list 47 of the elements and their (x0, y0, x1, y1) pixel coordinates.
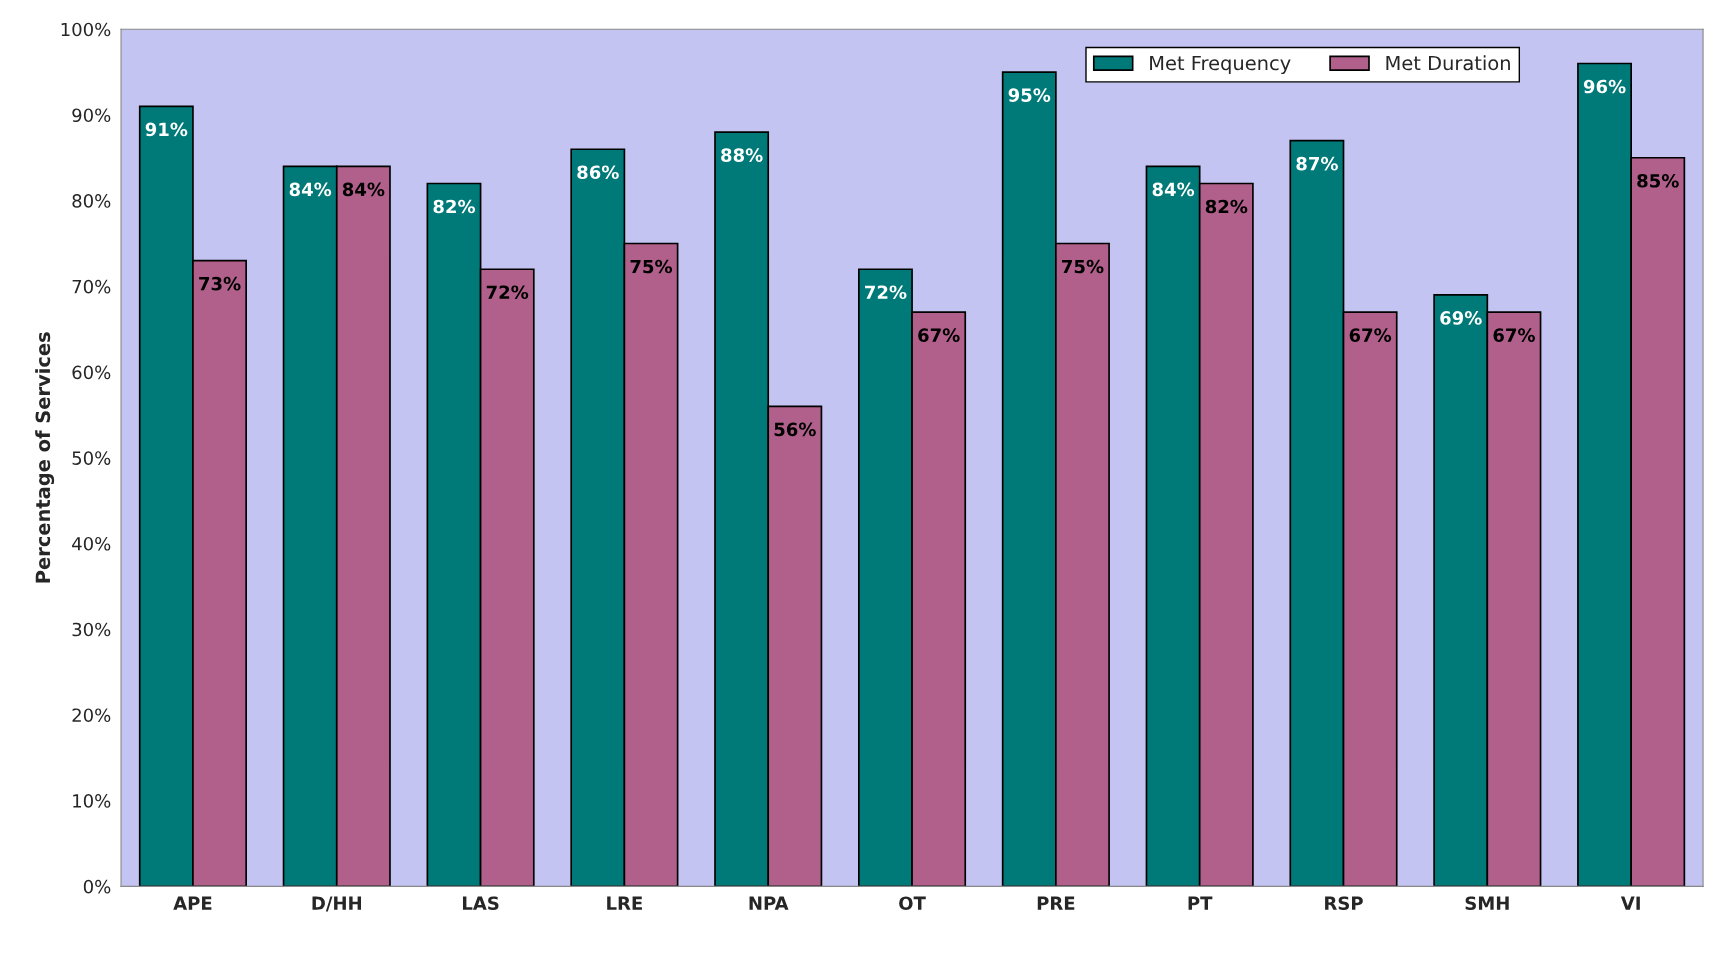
x-tick-label: VI (1620, 896, 1640, 910)
y-tick-label: 0% (83, 879, 111, 894)
y-tick-label: 100% (61, 22, 111, 37)
data-label: 84% (342, 182, 385, 197)
data-label: 72% (486, 285, 529, 300)
y-tick-label: 40% (72, 536, 111, 551)
y-tick-label: 80% (72, 194, 111, 208)
data-label: 82% (433, 199, 476, 214)
y-tick-label: 90% (72, 108, 111, 123)
data-label: 85% (1637, 173, 1679, 188)
y-tick-label: 10% (73, 794, 111, 808)
data-label: 75% (1062, 259, 1104, 274)
data-label: 96% (1583, 79, 1626, 94)
y-tick-label: 70% (72, 279, 111, 294)
data-label: 72% (865, 285, 907, 300)
data-label: 87% (1296, 156, 1338, 171)
x-tick-label: SMH (1465, 896, 1509, 911)
legend-label: Met Frequency (1150, 55, 1291, 75)
data-label: 75% (630, 259, 673, 274)
x-tick-label: NPA (749, 896, 789, 910)
data-label: 67% (1493, 328, 1535, 342)
data-label: 67% (918, 328, 960, 342)
data-label: 88% (721, 148, 763, 162)
y-tick-label: 50% (72, 451, 111, 465)
x-tick-label: LRE (607, 896, 642, 910)
y-tick-label: 30% (72, 622, 111, 637)
data-label: 86% (577, 165, 619, 180)
data-label: 84% (289, 182, 332, 197)
data-label: 67% (1349, 328, 1392, 342)
data-label: 82% (1205, 199, 1248, 214)
x-tick-label: LAS (463, 896, 499, 911)
x-tick-label: OT (899, 896, 926, 911)
data-label: 56% (774, 422, 816, 437)
y-axis-title: Percentage of Services (35, 332, 55, 583)
x-tick-label: D/HH (312, 896, 362, 912)
x-tick-label: RSP (1325, 896, 1363, 911)
data-label: 69% (1440, 311, 1482, 325)
data-label: 95% (1008, 88, 1051, 102)
y-tick-label: 20% (72, 708, 111, 723)
x-tick-label: PT (1188, 896, 1213, 910)
data-label: 91% (145, 122, 188, 137)
x-tick-label: PRE (1037, 896, 1075, 910)
data-label: 84% (1152, 182, 1195, 197)
data-label: 73% (199, 276, 241, 291)
y-tick-label: 60% (72, 365, 111, 380)
legend-label: Met Duration (1386, 55, 1510, 71)
x-tick-label: APE (173, 896, 212, 910)
